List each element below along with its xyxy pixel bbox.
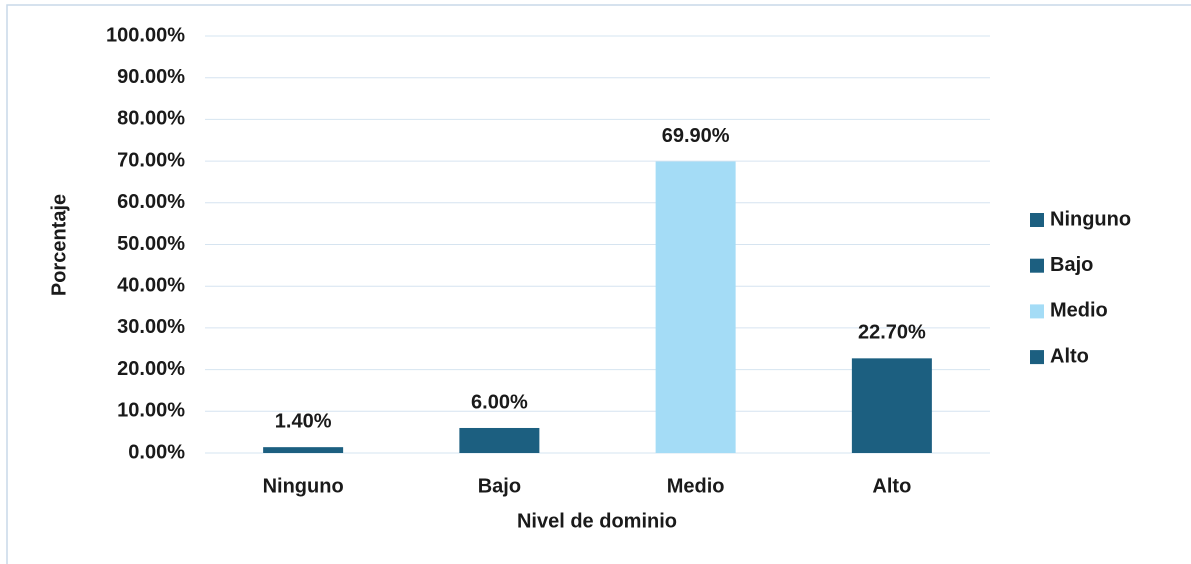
- x-tick-label: Bajo: [478, 475, 521, 497]
- data-label: 22.70%: [858, 322, 926, 344]
- bar: [655, 161, 736, 453]
- y-tick-label: 0.00%: [128, 441, 185, 463]
- y-tick-label: 30.00%: [117, 316, 185, 338]
- legend-swatch: [1030, 213, 1044, 227]
- legend-label: Alto: [1050, 345, 1089, 367]
- y-tick-label: 100.00%: [106, 24, 185, 46]
- chart-border: [6, 4, 1191, 564]
- y-tick-label: 70.00%: [117, 149, 185, 171]
- data-label: 6.00%: [471, 391, 528, 413]
- y-axis-label: Porcentaje: [48, 194, 70, 296]
- y-tick-label: 60.00%: [117, 191, 185, 213]
- legend-swatch: [1030, 350, 1044, 365]
- y-tick-label: 10.00%: [117, 400, 185, 422]
- legend-swatch: [1030, 258, 1044, 273]
- legend-label: Ninguno: [1050, 208, 1131, 230]
- data-label: 69.90%: [662, 125, 730, 147]
- legend-swatch: [1030, 304, 1044, 319]
- legend-label: Medio: [1050, 300, 1108, 322]
- y-tick-label: 40.00%: [117, 274, 185, 296]
- y-tick-label: 80.00%: [117, 108, 185, 130]
- legend-label: Bajo: [1050, 254, 1093, 276]
- bar: [851, 358, 932, 453]
- y-tick-label: 20.00%: [117, 358, 185, 380]
- y-tick-label: 50.00%: [117, 233, 185, 255]
- x-tick-label: Medio: [667, 475, 725, 497]
- data-label: 1.40%: [275, 410, 332, 432]
- x-axis-label: Nivel de dominio: [517, 510, 677, 532]
- bar: [263, 447, 344, 453]
- x-tick-label: Alto: [872, 475, 911, 497]
- y-tick-label: 90.00%: [117, 66, 185, 88]
- x-tick-label: Ninguno: [263, 475, 344, 497]
- bar: [459, 427, 540, 453]
